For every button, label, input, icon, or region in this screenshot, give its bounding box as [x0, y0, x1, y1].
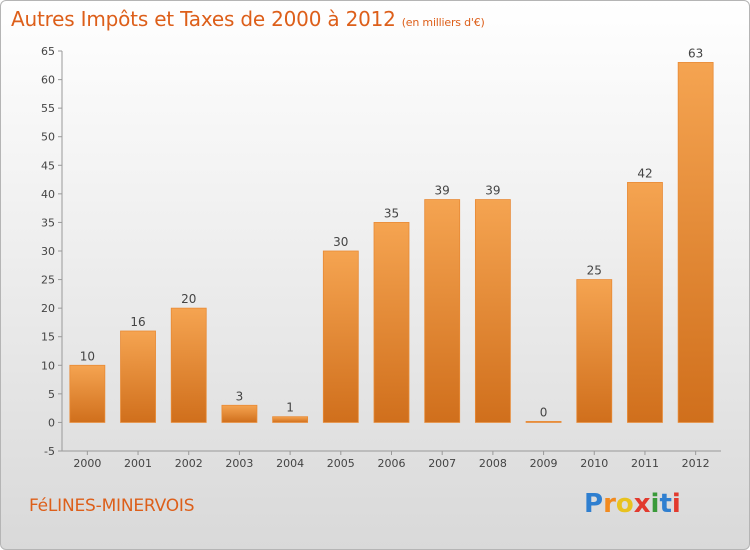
x-tick-label: 2004 — [276, 457, 304, 470]
bar-2008 — [474, 199, 511, 423]
data-label: 1 — [286, 401, 294, 415]
logo-letter: r — [603, 489, 616, 519]
x-tick-label: 2010 — [580, 457, 608, 470]
x-tick-label: 2012 — [682, 457, 710, 470]
x-tick-label: 2008 — [479, 457, 507, 470]
value-labels: 10 16 20 3 1 30 35 39 39 0 25 42 63 — [80, 46, 704, 419]
y-tick-label: -5 — [44, 445, 55, 458]
x-tick-label: 2011 — [631, 457, 659, 470]
y-tick-label: 5 — [48, 388, 55, 401]
bar-2012 — [677, 62, 714, 423]
y-tick-label: 40 — [41, 188, 55, 201]
y-tick-label: 0 — [48, 416, 55, 429]
bar-2007 — [424, 199, 461, 423]
data-label: 35 — [384, 206, 399, 220]
y-tick-label: 20 — [41, 302, 55, 315]
bars — [69, 62, 714, 423]
x-tick-label: 2000 — [73, 457, 101, 470]
data-label: 39 — [485, 184, 500, 198]
bar-2011 — [627, 182, 663, 423]
y-tick-label: 10 — [41, 359, 55, 372]
data-label: 42 — [637, 166, 652, 180]
bar-2000 — [69, 364, 106, 423]
bar-2006 — [373, 222, 410, 423]
y-tick-label: 15 — [41, 331, 55, 344]
commune-name: FéLINES-MINERVOIS — [29, 496, 195, 516]
chart-title: Autres Impôts et Taxes de 2000 à 2012 (en… — [11, 7, 485, 31]
data-label: 3 — [236, 389, 244, 403]
data-label: 0 — [540, 405, 548, 419]
logo-letter: x — [633, 489, 651, 519]
x-tick-label: 2005 — [327, 457, 355, 470]
data-label: 30 — [333, 235, 348, 249]
bar-2003 — [221, 404, 258, 423]
logo-letter: o — [615, 489, 634, 519]
logo-letter: t — [659, 489, 672, 519]
data-label: 16 — [130, 315, 145, 329]
x-tick-label: 2003 — [225, 457, 253, 470]
chart-subtitle: (en milliers d'€) — [401, 16, 485, 29]
data-label: 10 — [80, 349, 95, 363]
data-label: 25 — [587, 264, 602, 278]
logo-letter: i — [650, 489, 660, 519]
y-tick-label: 35 — [41, 216, 55, 229]
y-tick-label: 50 — [41, 131, 55, 144]
data-label: 20 — [181, 292, 196, 306]
bar-2005 — [322, 250, 359, 423]
bar-2004 — [272, 416, 309, 423]
x-tick-label: 2001 — [124, 457, 152, 470]
bar-2002 — [170, 307, 207, 423]
y-tick-label: 55 — [41, 102, 55, 115]
bar-2010 — [576, 279, 613, 423]
bar-2009 — [525, 421, 562, 423]
x-tick-label: 2002 — [175, 457, 203, 470]
bar-2001 — [120, 330, 156, 423]
data-label: 63 — [688, 46, 703, 60]
logo-letter: i — [671, 489, 681, 519]
chart-title-text: Autres Impôts et Taxes de 2000 à 2012 — [11, 7, 396, 31]
y-tick-label: 60 — [41, 74, 55, 87]
y-tick-label: 25 — [41, 274, 55, 287]
y-tick-label: 30 — [41, 245, 55, 258]
x-tick-label: 2007 — [428, 457, 456, 470]
proxiti-logo: Proxiti — [584, 489, 681, 519]
y-tick-label: 65 — [41, 45, 55, 58]
y-tick-label: 45 — [41, 159, 55, 172]
logo-letter: P — [584, 489, 604, 519]
x-tick-label: 2009 — [530, 457, 558, 470]
x-tick-label: 2006 — [378, 457, 406, 470]
data-label: 39 — [435, 184, 450, 198]
